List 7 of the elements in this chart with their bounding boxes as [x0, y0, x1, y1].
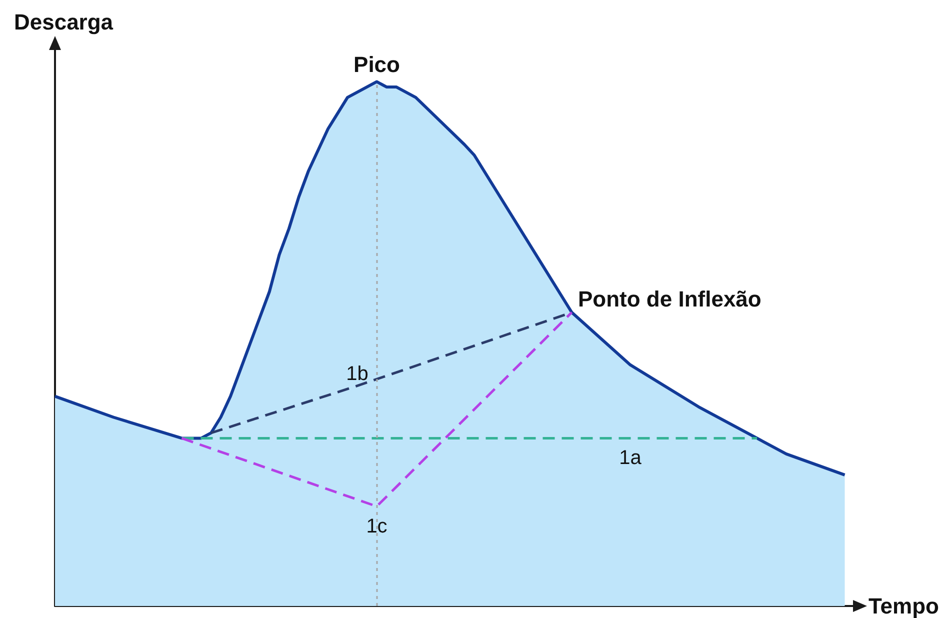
x-axis-title: Tempo [868, 594, 939, 618]
series-label: 1a [619, 447, 642, 470]
annotation: Ponto de Inflexão [578, 286, 762, 312]
series-label: 1b [346, 362, 368, 385]
y-axis-title: Descarga [14, 10, 114, 34]
annotation: Pico [354, 52, 400, 78]
series-label: 1c [366, 515, 388, 538]
